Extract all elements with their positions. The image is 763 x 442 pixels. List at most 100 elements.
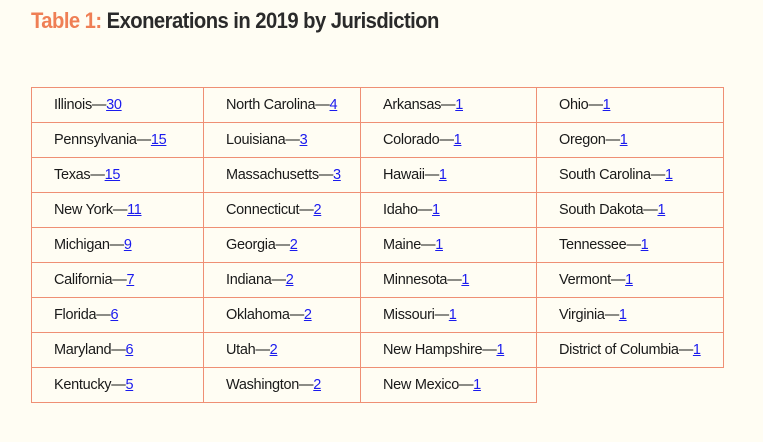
- jurisdiction-cell: Massachusetts—3: [203, 157, 361, 193]
- exoneration-count-link[interactable]: 1: [496, 342, 505, 358]
- exoneration-count-link[interactable]: 3: [299, 132, 308, 148]
- table-row: Florida—6 Oklahoma—2 Missouri—1 Virginia—1: [31, 297, 724, 333]
- jurisdiction-cell: Maine—1: [360, 227, 537, 263]
- exoneration-count-link[interactable]: 2: [313, 202, 322, 218]
- exoneration-count-link[interactable]: 1: [602, 97, 611, 113]
- exoneration-count-link[interactable]: 1: [455, 97, 464, 113]
- jurisdiction-cell: Hawaii—1: [360, 157, 537, 193]
- exoneration-count-link[interactable]: 9: [123, 237, 132, 253]
- jurisdiction-name: Maryland: [54, 342, 112, 358]
- jurisdiction-cell: South Carolina—1: [536, 157, 724, 193]
- table-row: California—7 Indiana—2 Minnesota—1 Vermont—…: [31, 262, 724, 298]
- em-dash-separator: —: [434, 307, 450, 323]
- em-dash-separator: —: [439, 132, 454, 148]
- jurisdiction-name: Ohio: [559, 97, 589, 113]
- jurisdiction-cell: Vermont—1: [536, 262, 724, 298]
- em-dash-separator: —: [610, 272, 626, 288]
- jurisdiction-name: Texas: [54, 167, 91, 183]
- exoneration-count-link[interactable]: 15: [150, 132, 167, 148]
- exoneration-count-link[interactable]: 15: [104, 167, 121, 183]
- jurisdiction-name: New York: [54, 202, 113, 218]
- em-dash-separator: —: [604, 307, 620, 323]
- exoneration-count-link[interactable]: 4: [329, 97, 338, 113]
- jurisdiction-cell: Arkansas—1: [360, 87, 537, 123]
- exoneration-count-link[interactable]: 6: [125, 342, 134, 358]
- jurisdiction-name: Connecticut: [226, 202, 300, 218]
- jurisdiction-name: Arkansas: [383, 97, 442, 113]
- jurisdiction-cell: Idaho—1: [360, 192, 537, 228]
- jurisdiction-name: Colorado: [383, 132, 440, 148]
- em-dash-separator: —: [643, 202, 658, 218]
- exoneration-count-link[interactable]: 1: [664, 167, 673, 183]
- jurisdiction-cell: California—7: [31, 262, 204, 298]
- jurisdiction-name: South Carolina: [559, 167, 651, 183]
- em-dash-separator: —: [285, 132, 300, 148]
- exoneration-count-link[interactable]: 1: [640, 237, 649, 253]
- exoneration-count-link[interactable]: 1: [435, 237, 443, 253]
- em-dash-separator: —: [275, 237, 291, 253]
- exoneration-count-link[interactable]: 1: [625, 272, 633, 288]
- jurisdiction-name: Minnesota: [383, 272, 448, 288]
- exoneration-count-link[interactable]: 1: [432, 202, 440, 218]
- jurisdiction-name: North Carolina: [226, 97, 316, 113]
- jurisdiction-cell: Minnesota—1: [360, 262, 537, 298]
- exoneration-count-link[interactable]: 1: [453, 132, 462, 148]
- jurisdiction-cell: Indiana—2: [203, 262, 361, 298]
- jurisdiction-cell: Maryland—6: [31, 332, 204, 368]
- jurisdiction-name: Maine: [383, 237, 421, 253]
- jurisdiction-cell: New Hampshire—1: [360, 332, 537, 368]
- jurisdiction-table-body: Illinois—30 North Carolina—4 Arkansas—1 Ohi…: [31, 87, 724, 403]
- exoneration-count-link[interactable]: 5: [125, 377, 134, 393]
- jurisdiction-name: Massachusetts: [226, 167, 319, 183]
- exoneration-count-link[interactable]: 6: [110, 307, 119, 323]
- em-dash-separator: —: [424, 167, 440, 183]
- jurisdiction-cell: Colorado—1: [360, 122, 537, 158]
- jurisdiction-name: Illinois: [54, 97, 92, 113]
- jurisdiction-cell: South Dakota—1: [536, 192, 724, 228]
- jurisdiction-cell: New Mexico—1: [360, 367, 537, 403]
- exoneration-count-link[interactable]: 1: [619, 132, 628, 148]
- table-row: Illinois—30 North Carolina—4 Arkansas—1 Ohi…: [31, 87, 724, 123]
- exoneration-count-link[interactable]: 11: [127, 202, 142, 218]
- exoneration-count-link[interactable]: 3: [333, 167, 341, 183]
- table-row: Michigan—9 Georgia—2 Maine—1 Tennessee—1: [31, 227, 724, 263]
- jurisdiction-name: District of Columbia: [559, 342, 679, 358]
- em-dash-separator: —: [482, 342, 497, 358]
- jurisdiction-name: New Mexico: [383, 377, 459, 393]
- em-dash-separator: —: [650, 167, 666, 183]
- exoneration-count-link[interactable]: 2: [269, 342, 278, 358]
- em-dash-separator: —: [626, 237, 641, 253]
- table-row: Maryland—6 Utah—2 New Hampshire—1 District …: [31, 332, 724, 368]
- em-dash-separator: —: [315, 97, 330, 113]
- em-dash-separator: —: [588, 97, 603, 113]
- exoneration-count-link[interactable]: 2: [289, 237, 298, 253]
- exoneration-count-link[interactable]: 7: [126, 272, 135, 288]
- em-dash-separator: —: [299, 202, 314, 218]
- exoneration-count-link[interactable]: 1: [461, 272, 470, 288]
- table-row: New York—11 Connecticut—2 Idaho—1 South Dak…: [31, 192, 724, 228]
- exoneration-count-link[interactable]: 1: [448, 307, 457, 323]
- jurisdiction-name: Hawaii: [383, 167, 425, 183]
- jurisdiction-cell: Michigan—9: [31, 227, 204, 263]
- jurisdiction-name: Louisiana: [226, 132, 286, 148]
- exoneration-count-link[interactable]: 1: [692, 342, 701, 358]
- table-row: Pennsylvania—15 Louisiana—3 Colorado—1 Oreg…: [31, 122, 724, 158]
- em-dash-separator: —: [289, 307, 305, 323]
- exoneration-count-link[interactable]: 1: [657, 202, 666, 218]
- exoneration-count-link[interactable]: 1: [618, 307, 627, 323]
- exoneration-count-link[interactable]: 1: [473, 377, 481, 393]
- jurisdiction-cell: Florida—6: [31, 297, 204, 333]
- exoneration-count-link[interactable]: 2: [285, 272, 294, 288]
- em-dash-separator: —: [421, 237, 436, 253]
- jurisdiction-name: Oklahoma: [226, 307, 290, 323]
- jurisdiction-cell: Kentucky—5: [31, 367, 204, 403]
- em-dash-separator: —: [447, 272, 462, 288]
- em-dash-separator: —: [255, 342, 270, 358]
- jurisdiction-cell: North Carolina—4: [203, 87, 361, 123]
- exoneration-count-link[interactable]: 2: [303, 307, 312, 323]
- exoneration-count-link[interactable]: 1: [438, 167, 447, 183]
- table-number: Table 1:: [31, 8, 102, 33]
- jurisdiction-cell: Utah—2: [203, 332, 361, 368]
- exoneration-count-link[interactable]: 2: [313, 377, 322, 393]
- exoneration-count-link[interactable]: 30: [106, 97, 122, 113]
